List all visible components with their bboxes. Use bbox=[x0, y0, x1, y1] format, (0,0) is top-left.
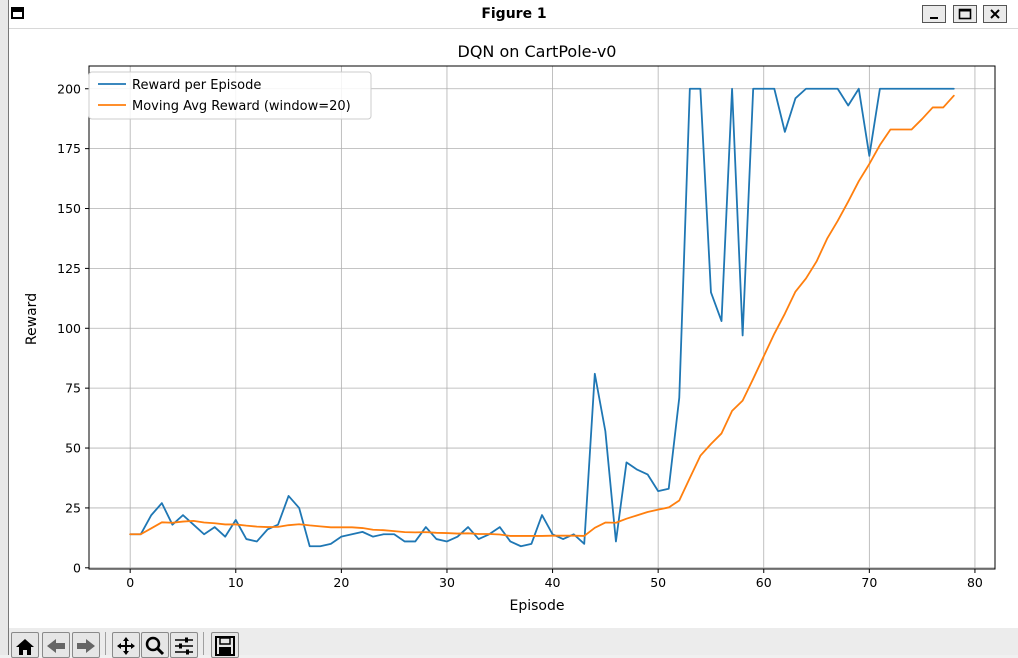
series-line-reward bbox=[129, 87, 955, 548]
y-tick-label: 125 bbox=[57, 261, 81, 276]
save-button[interactable] bbox=[211, 632, 239, 658]
background-window-strip bbox=[0, 0, 8, 655]
axes-frame bbox=[88, 65, 996, 570]
configure-button[interactable] bbox=[170, 632, 198, 658]
navigation-toolbar bbox=[9, 628, 1018, 658]
pan-icon bbox=[117, 637, 135, 655]
toolbar-separator bbox=[203, 632, 204, 655]
home-button[interactable] bbox=[11, 632, 39, 658]
window-app-icon bbox=[11, 7, 24, 19]
legend-label-avg: Moving Avg Reward (window=20) bbox=[132, 99, 351, 114]
window-title: Figure 1 bbox=[481, 6, 547, 22]
title-bar: Figure 1 bbox=[9, 0, 1018, 29]
legend-box bbox=[88, 71, 372, 120]
y-tick-label: 175 bbox=[57, 141, 81, 156]
y-tick-label: 200 bbox=[57, 81, 81, 96]
pan-button[interactable] bbox=[112, 632, 140, 658]
legend-label-reward: Reward per Episode bbox=[132, 78, 261, 93]
close-icon bbox=[990, 9, 1000, 19]
series-line-moving-avg bbox=[129, 94, 955, 537]
y-tick-label: 50 bbox=[65, 441, 81, 456]
configure-icon bbox=[175, 637, 193, 655]
toolbar-separator bbox=[105, 632, 106, 655]
x-tick-label: 10 bbox=[228, 575, 244, 590]
tick-labels: 0 10 20 30 40 50 60 70 80 0 25 50 75 100 125 150 175 200 bbox=[57, 81, 983, 590]
x-tick-label: 60 bbox=[756, 575, 772, 590]
zoom-icon bbox=[145, 636, 165, 656]
back-button[interactable] bbox=[42, 632, 70, 658]
x-tick-label: 70 bbox=[861, 575, 877, 590]
close-button[interactable] bbox=[983, 5, 1007, 23]
x-axis-label: Episode bbox=[510, 598, 565, 614]
y-axis-label: Reward bbox=[24, 293, 40, 345]
tick-marks bbox=[85, 88, 976, 573]
forward-icon bbox=[77, 639, 95, 653]
x-tick-label: 80 bbox=[967, 575, 983, 590]
y-tick-label: 75 bbox=[65, 381, 81, 396]
y-tick-label: 150 bbox=[57, 201, 81, 216]
maximize-icon bbox=[958, 8, 972, 20]
y-tick-label: 25 bbox=[65, 500, 81, 515]
series-lines bbox=[129, 87, 955, 548]
x-tick-label: 30 bbox=[439, 575, 455, 590]
minimize-button[interactable] bbox=[922, 5, 946, 23]
minimize-icon bbox=[930, 17, 938, 19]
x-tick-label: 40 bbox=[545, 575, 561, 590]
y-tick-label: 100 bbox=[57, 321, 81, 336]
chart-title: DQN on CartPole-v0 bbox=[458, 42, 617, 61]
x-tick-label: 50 bbox=[650, 575, 666, 590]
save-icon bbox=[215, 636, 235, 656]
x-tick-label: 20 bbox=[333, 575, 349, 590]
zoom-button[interactable] bbox=[141, 632, 169, 658]
forward-button[interactable] bbox=[72, 632, 100, 658]
x-tick-label: 0 bbox=[126, 575, 134, 590]
legend: Reward per Episode Moving Avg Reward (wi… bbox=[88, 71, 372, 120]
grid-lines bbox=[89, 66, 995, 569]
maximize-button[interactable] bbox=[953, 5, 977, 23]
figure-window: Figure 1 0 10 20 30 40 50 60 70 80 0 25 50 75 100 125 1… bbox=[8, 0, 1018, 658]
back-icon bbox=[47, 639, 65, 653]
home-icon bbox=[16, 639, 34, 655]
plot-figure: 0 10 20 30 40 50 60 70 800255075100125150175200 … bbox=[24, 42, 996, 614]
y-tick-label: 0 bbox=[73, 560, 81, 575]
